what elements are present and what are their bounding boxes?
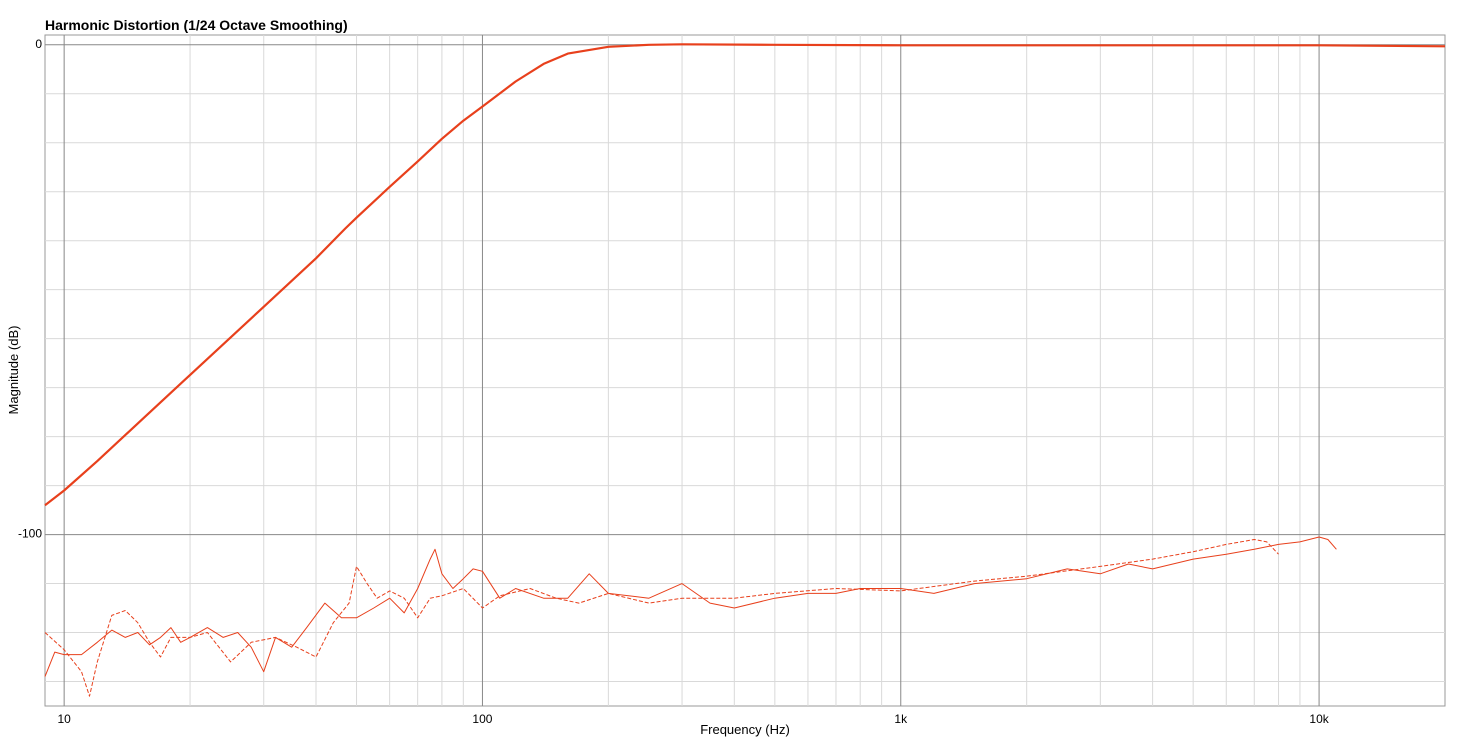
x-tick-label: 1k (894, 712, 908, 726)
series-line (44, 539, 1279, 697)
plot-area (44, 34, 1446, 707)
x-axis-label: Frequency (Hz) (700, 722, 790, 737)
y-tick-label: -100 (18, 527, 42, 541)
chart-title: Harmonic Distortion (1/24 Octave Smoothi… (45, 17, 348, 33)
x-tick-label: 100 (472, 712, 492, 726)
y-tick-label: 0 (35, 37, 42, 51)
x-tick-label: 10 (57, 712, 71, 726)
series-line (44, 43, 1446, 507)
y-axis-label: Magnitude (dB) (6, 326, 21, 415)
x-tick-label: 10k (1309, 712, 1329, 726)
